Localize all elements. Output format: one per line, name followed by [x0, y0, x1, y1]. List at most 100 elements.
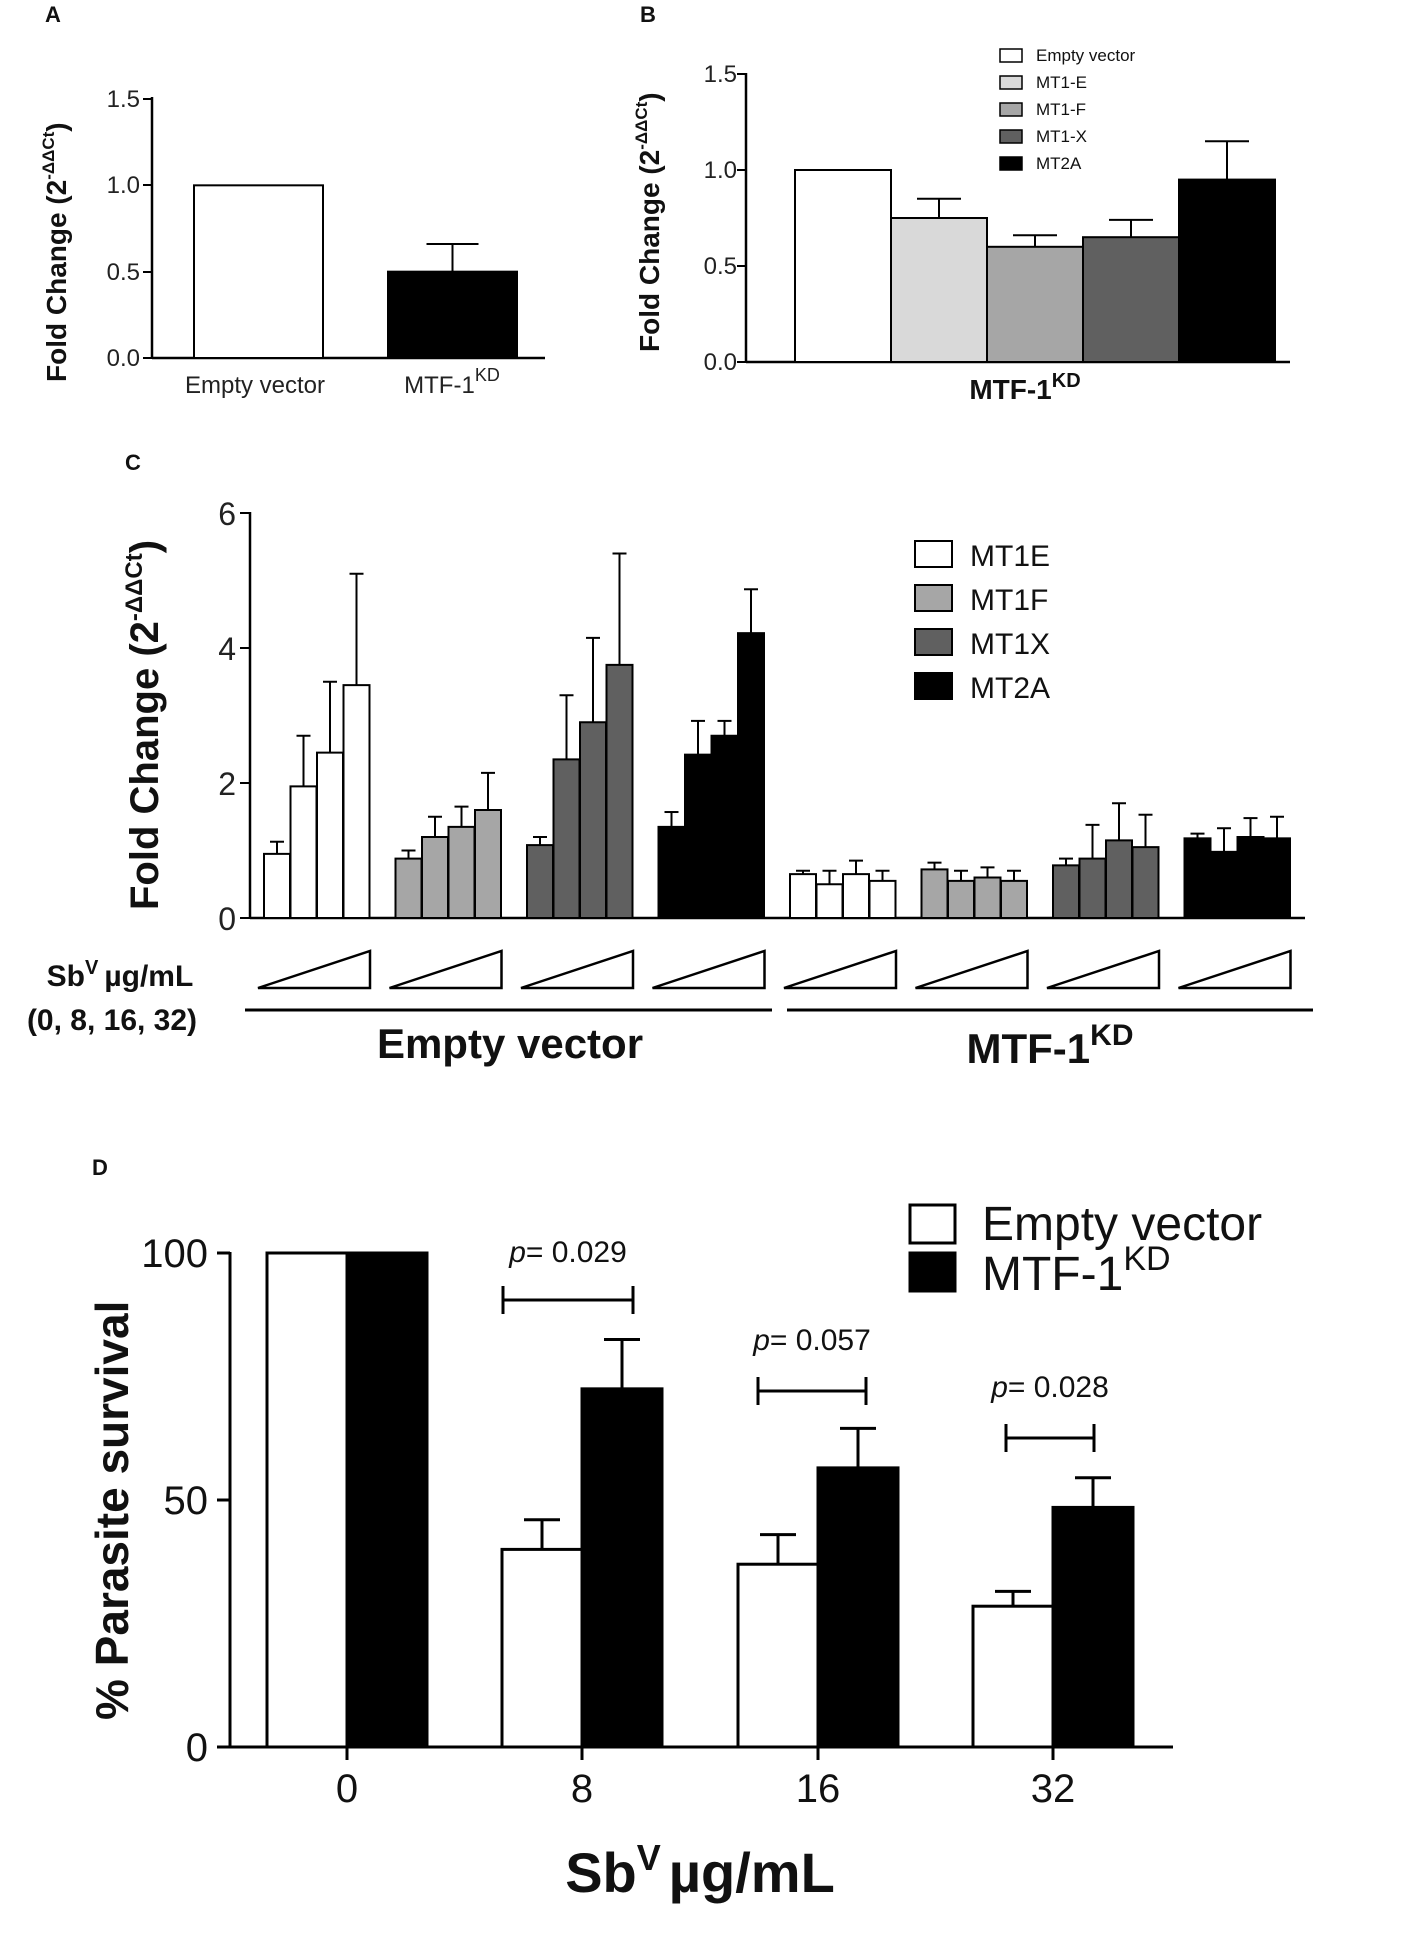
panel-c-bar [289, 785, 318, 919]
panel-a-tick-label: 1.0 [107, 172, 140, 199]
dose-wedge [1046, 949, 1161, 990]
panel-c-bar [605, 663, 634, 919]
p-value-label: p= 0.028 [990, 1371, 1109, 1404]
legend-swatch-mt1e [999, 75, 1023, 90]
legend-swatch-mt1e [914, 540, 953, 568]
panel-b-tick-label: 1.5 [704, 61, 737, 88]
panel-a-bar [387, 270, 518, 359]
dose-wedge [783, 949, 898, 990]
panel-b-ylabel: Fold Change (2-ΔΔCt) [632, 92, 665, 352]
panel-b-bar [1082, 236, 1180, 363]
p-value-label: p= 0.057 [752, 1324, 871, 1357]
panel-c-letter: C [125, 450, 141, 475]
panel-d-bar [971, 1604, 1055, 1749]
panel-d-bar [265, 1251, 349, 1749]
panel-c-bar [1236, 836, 1265, 919]
panel-c-bar [1052, 864, 1080, 919]
panel-d-ylabel: % Parasite survival [86, 1301, 138, 1720]
panel-b: B Fold Change (2-ΔΔCt) 0.0 0.5 1.0 1.5 M… [632, 2, 1290, 405]
panel-c-dose-wedges [257, 949, 1292, 990]
panel-b-letter: B [640, 2, 656, 27]
dose-wedge [1178, 949, 1292, 990]
legend-label: MT1X [970, 628, 1050, 661]
legend-label: MT1F [970, 584, 1048, 617]
panel-c-tick-label: 4 [218, 631, 236, 667]
legend-swatch-mtf1kd [908, 1251, 957, 1293]
legend-label: MTF-1KD [982, 1240, 1171, 1301]
panel-b-bars [794, 140, 1276, 363]
panel-b-tick-label: 0.5 [704, 253, 737, 280]
panel-d-category-label: 0 [336, 1767, 358, 1811]
legend-swatch-mt2a [999, 156, 1023, 171]
legend-swatch-mt1x [999, 129, 1023, 144]
panel-c-bar [263, 852, 291, 919]
panel-b-legend: Empty vector MT1-E MT1-F MT1-X MT2A [999, 46, 1136, 173]
panel-c-bar [1078, 857, 1107, 919]
panel-d-bar [1051, 1505, 1135, 1749]
panel-a-tick-label: 0.0 [107, 345, 140, 372]
panel-c-bar [552, 758, 581, 919]
panel-c-bar [657, 825, 686, 919]
legend-label: MT1-E [1036, 73, 1087, 92]
panel-c-tick-label: 6 [218, 496, 236, 532]
panel-c-bar [316, 751, 344, 919]
panel-d-bar [345, 1251, 429, 1749]
panel-b-bar [890, 217, 988, 363]
panel-d-bars [265, 1251, 1135, 1749]
legend-label: MT1-X [1036, 127, 1087, 146]
dose-wedge [389, 949, 503, 990]
panel-a-ylabel: Fold Change (2-ΔΔCt) [39, 122, 72, 382]
panel-d-category-label: 32 [1031, 1767, 1076, 1811]
legend-swatch-mt1f [914, 584, 953, 612]
panel-b-tick-label: 0.0 [704, 349, 737, 376]
panel-a-category-label: Empty vector [185, 372, 325, 399]
panel-a: A Fold Change (2-ΔΔCt) 0.0 0.5 1.0 1.5 E… [39, 2, 545, 399]
panel-d-legend: Empty vector MTF-1KD [908, 1198, 1262, 1301]
panel-d-bar [816, 1466, 900, 1749]
panel-c-bar [842, 873, 870, 919]
panel-d-significance: p= 0.029 p= 0.057 p= 0.028 [501, 1236, 1109, 1452]
legend-label: MT2A [970, 672, 1050, 705]
panel-c-bars [263, 552, 1291, 920]
panel-c-group-label: MTF-1KD [967, 1019, 1134, 1072]
panel-b-xlabel: MTF-1KD [969, 370, 1080, 405]
panel-c-bar [947, 879, 975, 919]
panel-b-bar [986, 245, 1084, 363]
panel-c-ylabel: Fold Change (2-ΔΔCt) [121, 540, 167, 910]
panel-c-bar [737, 632, 765, 920]
panel-d-bar [500, 1547, 584, 1749]
panel-c-bar [920, 868, 949, 920]
legend-swatch-empty-vector [999, 48, 1023, 63]
panel-c-bar [973, 876, 1002, 919]
panel-c-bar [1131, 846, 1160, 919]
legend-label: MT1E [970, 540, 1050, 573]
panel-c-bar [421, 836, 449, 919]
dose-wedge [652, 949, 766, 990]
panel-b-bar [1178, 178, 1276, 363]
panel-d-tick-label: 0 [186, 1726, 208, 1770]
panel-c-bar [1210, 850, 1238, 919]
legend-label: MT2A [1036, 154, 1082, 173]
dose-wedge [520, 949, 635, 990]
panel-d-category-label: 16 [796, 1767, 841, 1811]
panel-c-bar [447, 825, 476, 919]
panel-c-bar [579, 721, 607, 919]
panel-c-bar [1000, 879, 1028, 919]
panel-d-bar [580, 1387, 664, 1749]
panel-c-group-label: Empty vector [377, 1020, 643, 1067]
p-value-label: p= 0.029 [508, 1236, 627, 1269]
panel-b-bar [794, 169, 892, 363]
panel-c-dose-values: (0, 8, 16, 32) [27, 1004, 197, 1037]
legend-swatch-mt1f [999, 102, 1023, 117]
panel-c-bar [526, 844, 554, 919]
panel-c-bar [342, 684, 371, 919]
dose-wedge [915, 949, 1029, 990]
legend-label: MT1-F [1036, 100, 1086, 119]
legend-label: Empty vector [1036, 46, 1136, 65]
panel-c-legend: MT1E MT1F MT1X MT2A [914, 540, 1050, 705]
dose-wedge [257, 949, 372, 990]
panel-a-bar [193, 184, 324, 359]
panel-d-category-label: 8 [571, 1767, 593, 1811]
panel-c-bar [1183, 837, 1212, 919]
